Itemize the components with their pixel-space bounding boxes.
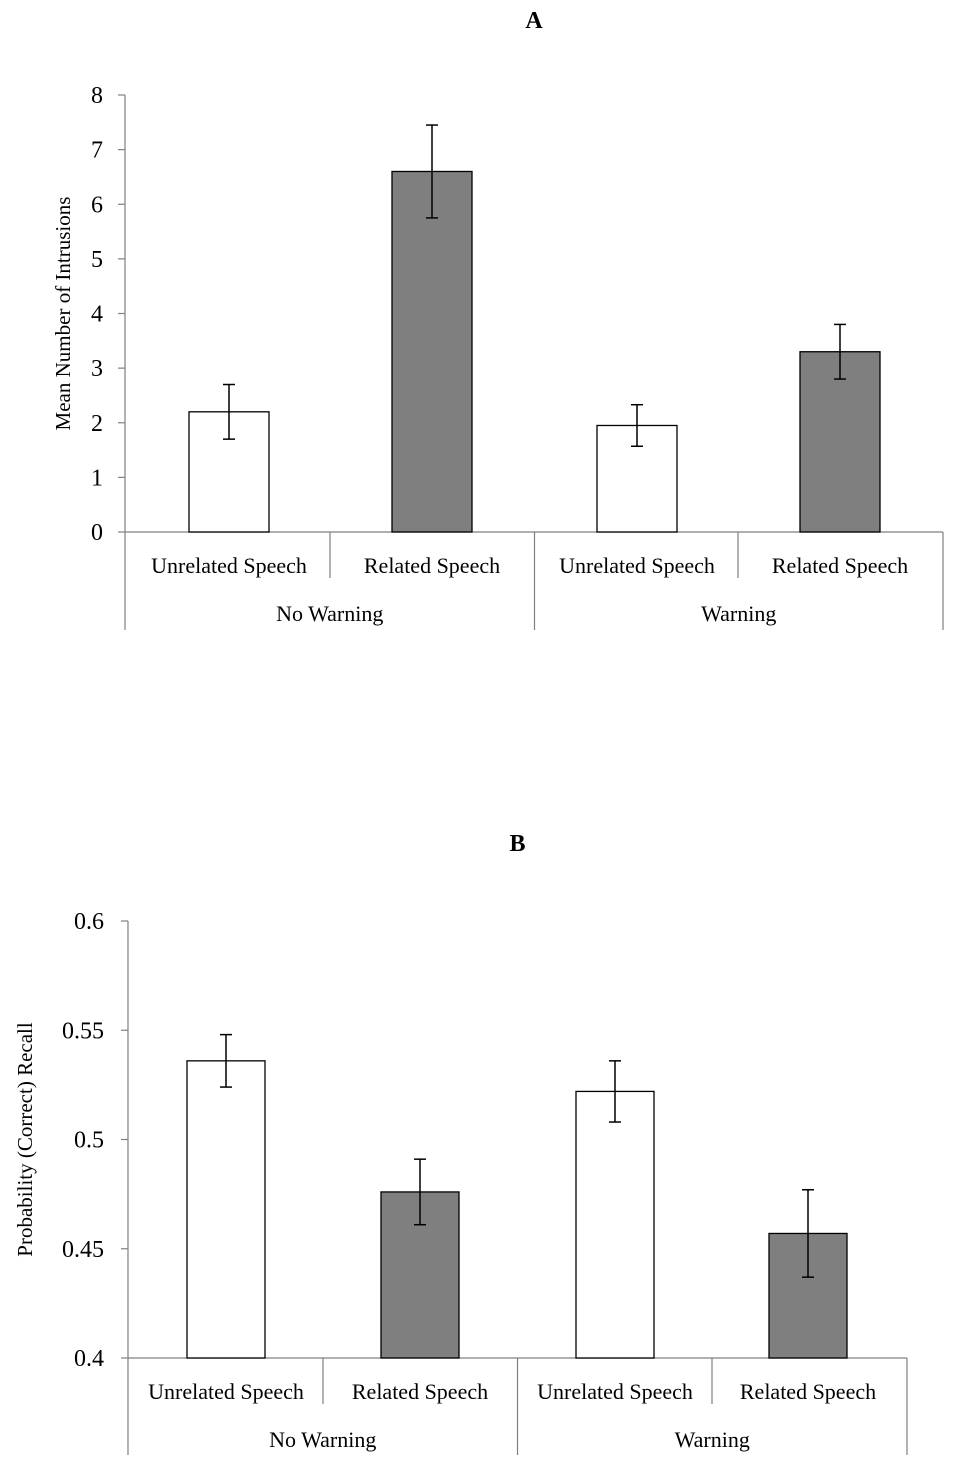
y-tick-label: 0.45 (62, 1237, 104, 1263)
chart-panel-b: B 0.4 0.45 0.5 0.55 0.6 Probability (Correct) … (13, 831, 908, 1455)
bar (186, 1060, 266, 1359)
bar (799, 351, 881, 533)
panel-title: B (509, 831, 525, 857)
category-label: Unrelated Speech (559, 553, 715, 578)
group-label: Warning (675, 1427, 750, 1452)
y-tick-label: 0.6 (74, 909, 104, 935)
category-label: Related Speech (740, 1379, 876, 1404)
panel-title: A (525, 8, 543, 34)
y-axis-label: Probability (Correct) Recall (13, 1022, 37, 1257)
category-label: Unrelated Speech (148, 1379, 304, 1404)
y-tick-label: 5 (91, 247, 103, 273)
y-tick-label: 3 (91, 356, 103, 382)
y-tick-label: 7 (91, 138, 103, 164)
y-axis-label: Mean Number of Intrusions (51, 197, 75, 431)
bar (391, 170, 473, 533)
y-tick-label: 1 (91, 465, 103, 491)
category-label: Related Speech (352, 1379, 488, 1404)
y-tick-label: 6 (91, 192, 103, 218)
category-label: Related Speech (772, 553, 908, 578)
chart-panel-a: A 0 1 2 3 4 5 6 7 8 Mean Number of Intrusions Unrel… (51, 8, 944, 630)
y-tick-label: 8 (91, 83, 103, 109)
y-tick-label: 4 (91, 302, 103, 328)
bar (575, 1090, 655, 1359)
y-tick-label: 0.4 (74, 1346, 104, 1372)
y-tick-label: 2 (91, 411, 103, 437)
category-label: Unrelated Speech (151, 553, 307, 578)
y-tick-label: 0.5 (74, 1128, 104, 1154)
y-tick-label: 0 (91, 520, 103, 546)
group-label: No Warning (269, 1427, 376, 1452)
y-tick-label: 0.55 (62, 1018, 104, 1044)
group-label: No Warning (276, 601, 383, 626)
category-label: Related Speech (364, 553, 500, 578)
group-label: Warning (701, 601, 776, 626)
category-label: Unrelated Speech (537, 1379, 693, 1404)
